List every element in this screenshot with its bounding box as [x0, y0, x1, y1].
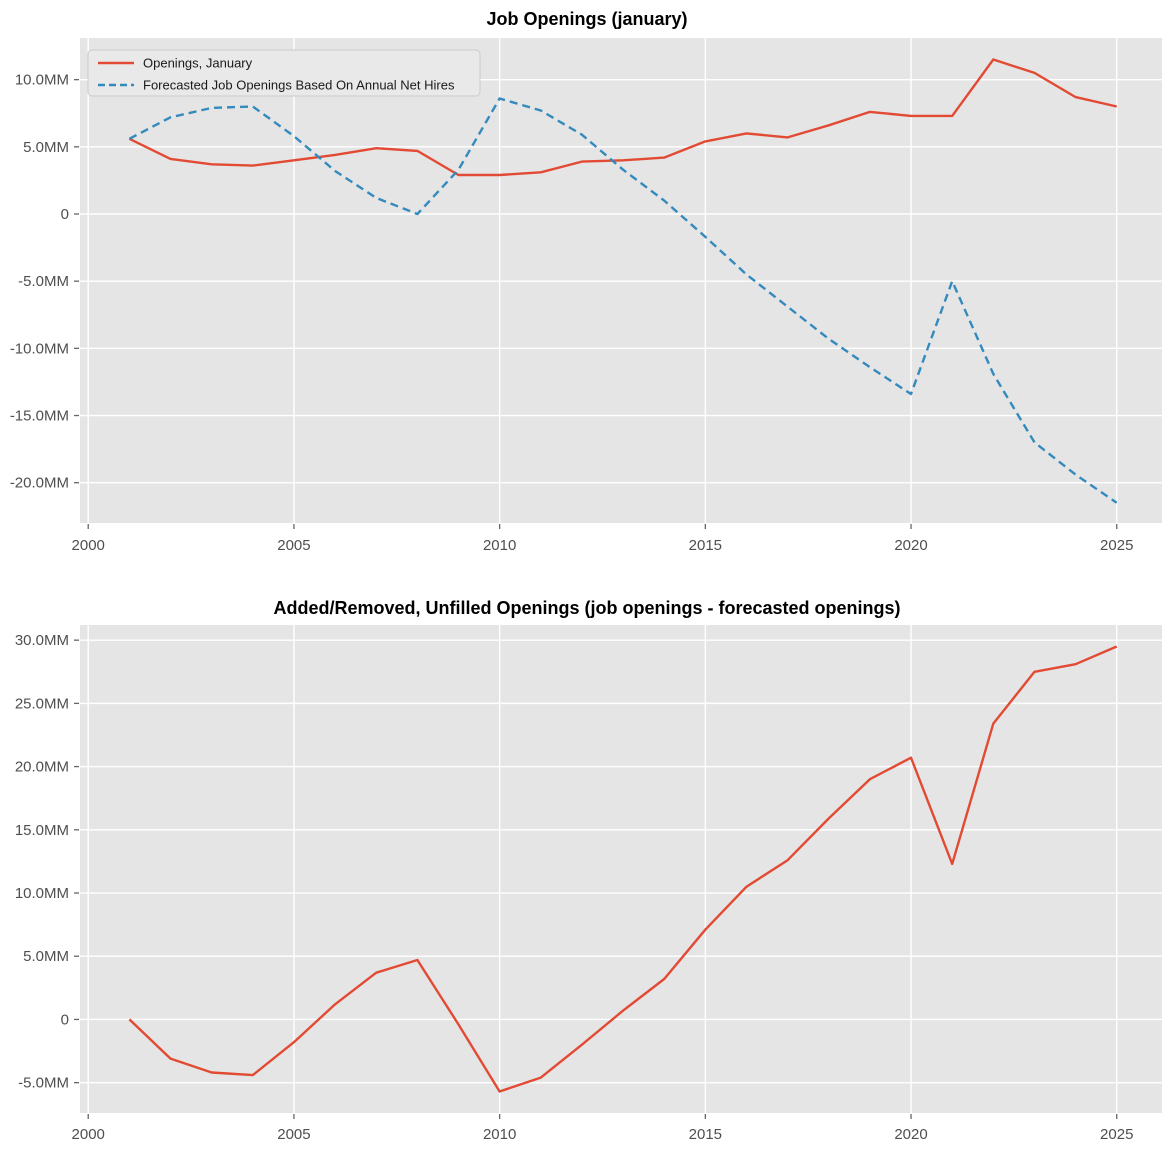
x-tick-label: 2000: [72, 1126, 105, 1143]
legend-item-label: Forecasted Job Openings Based On Annual …: [143, 78, 455, 93]
y-tick-label: 20.0MM: [15, 759, 69, 776]
job-openings-plot: 10.0MM 5.0MM 0 -5.0MM -10.0MM -15.0MM -20.0MM 2…: [10, 38, 1162, 554]
plot-area: [80, 625, 1162, 1113]
y-tick-label: 0: [61, 1011, 69, 1028]
y-tick-label: 0: [61, 206, 69, 223]
y-tick-label: 25.0MM: [15, 695, 69, 712]
x-tick-label: 2025: [1100, 537, 1133, 554]
unfilled-openings-chart-title: Added/Removed, Unfilled Openings (job op…: [273, 598, 900, 618]
y-tick-label: 5.0MM: [23, 948, 69, 965]
legend: Openings, January Forecasted Job Openings…: [87, 49, 481, 97]
unfilled-openings-plot: 30.0MM 25.0MM 20.0MM 15.0MM 10.0MM 5.0MM 0 -5.0…: [15, 625, 1162, 1143]
x-tick-label: 2000: [72, 537, 105, 554]
openings-series-line: [128, 645, 1118, 1093]
openings-series-line: [128, 58, 1117, 177]
y-tick-label: -5.0MM: [18, 273, 69, 290]
legend-box: [87, 49, 481, 97]
forecast-series-line: [128, 97, 1118, 504]
legend-item-label: Openings, January: [143, 56, 253, 71]
x-tick-label: 2015: [689, 1126, 722, 1143]
unfilled-openings-chart: Added/Removed, Unfilled Openings (job op…: [15, 598, 1162, 1143]
y-tick-label: 30.0MM: [15, 632, 69, 649]
y-tick-label: 15.0MM: [15, 822, 69, 839]
y-tick-label: -15.0MM: [10, 408, 69, 425]
y-tick-label: 10.0MM: [15, 72, 69, 89]
x-tick-label: 2005: [277, 1126, 310, 1143]
y-tick-label: -10.0MM: [10, 340, 69, 357]
x-tick-label: 2015: [689, 537, 722, 554]
y-tick-label: -20.0MM: [10, 475, 69, 492]
y-tick-label: 10.0MM: [15, 885, 69, 902]
x-tick-label: 2020: [894, 537, 927, 554]
x-tick-label: 2010: [483, 1126, 516, 1143]
x-tick-label: 2005: [277, 537, 310, 554]
x-tick-label: 2020: [894, 1126, 927, 1143]
x-tick-label: 2025: [1100, 1126, 1133, 1143]
job-openings-chart: Job Openings (january) 10.0MM 5.0MM 0 -5.0M…: [10, 9, 1162, 554]
y-tick-label: 5.0MM: [23, 139, 69, 156]
job-openings-chart-title: Job Openings (january): [486, 9, 687, 29]
x-tick-label: 2010: [483, 537, 516, 554]
y-tick-label: -5.0MM: [18, 1075, 69, 1092]
